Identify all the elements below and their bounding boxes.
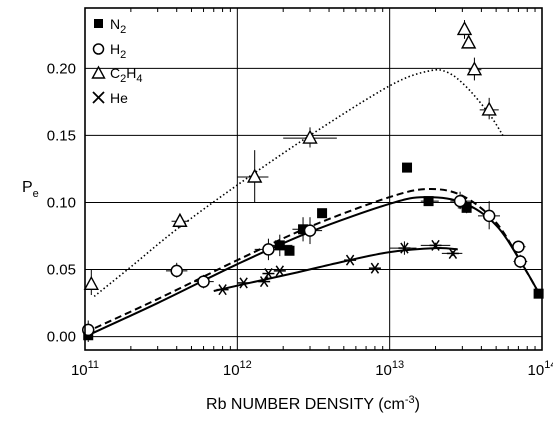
point-h2	[170, 264, 183, 278]
point-n2	[461, 202, 472, 213]
point-h2	[453, 194, 467, 208]
data-markers	[81, 20, 544, 341]
point-he	[344, 254, 357, 266]
fit-curves	[84, 68, 542, 338]
point-c2h4	[83, 275, 99, 290]
point-he	[429, 239, 442, 251]
grid	[84, 8, 543, 350]
y-tick-label: 0.05	[47, 262, 76, 279]
y-tick-labels: 0.00 0.05 0.10 0.15 0.20	[47, 60, 76, 345]
legend-marker-n2	[94, 19, 103, 28]
x-tick-label: 1014	[528, 359, 553, 379]
point-he	[446, 247, 459, 259]
y-axis-title: Pe	[22, 179, 39, 200]
y-tick-label: 0.10	[47, 194, 76, 211]
x-tick-label: 1011	[71, 359, 99, 379]
plot-frame	[84, 7, 543, 351]
point-n2	[317, 208, 328, 219]
y-tick-label: 0.00	[47, 329, 76, 346]
point-h2	[262, 243, 275, 256]
point-he	[398, 242, 411, 254]
legend-label-h2: H2	[110, 41, 126, 61]
point-n2	[423, 196, 434, 207]
point-he	[237, 277, 250, 289]
point-h2	[482, 209, 496, 223]
point-c2h4	[172, 212, 188, 227]
fit-curve-dotted	[93, 68, 505, 297]
point-h2	[514, 255, 527, 268]
point-he	[258, 276, 271, 288]
y-tick-label: 0.20	[47, 60, 76, 77]
point-he	[273, 265, 286, 277]
legend-label-n2: N2	[110, 16, 126, 36]
x-tick-labels: 1011 1012 1013 1014	[71, 359, 553, 379]
point-c2h4	[460, 34, 477, 49]
point-c2h4	[466, 61, 483, 76]
fit-curve-solid	[84, 196, 542, 338]
point-c2h4	[247, 168, 263, 183]
legend-marker-h2	[92, 43, 105, 55]
legend: N2 H2 C2H4 He	[91, 16, 143, 106]
point-c2h4	[481, 101, 497, 116]
point-c2h4	[456, 20, 473, 36]
fit-curve-dashed	[84, 188, 542, 334]
point-c2h4	[302, 129, 318, 144]
point-he	[216, 284, 229, 296]
point-n2	[533, 288, 544, 299]
x-axis-title: Rb NUMBER DENSITY (cm-3)	[206, 394, 420, 413]
legend-label-c2h4: C2H4	[110, 65, 143, 85]
legend-marker-he	[92, 91, 105, 104]
point-n2	[274, 240, 285, 251]
y-tick-label: 0.15	[47, 127, 76, 144]
point-h2	[512, 240, 525, 253]
point-h2	[303, 224, 317, 237]
legend-label-he: He	[110, 90, 128, 106]
point-h2	[197, 275, 210, 288]
point-he	[262, 268, 275, 280]
x-tick-label: 1012	[223, 359, 252, 379]
point-n2	[284, 245, 295, 256]
point-he	[368, 262, 381, 274]
legend-marker-c2h4	[91, 65, 106, 79]
x-tick-label: 1013	[375, 359, 404, 379]
point-n2	[298, 224, 309, 235]
point-n2	[402, 162, 413, 173]
